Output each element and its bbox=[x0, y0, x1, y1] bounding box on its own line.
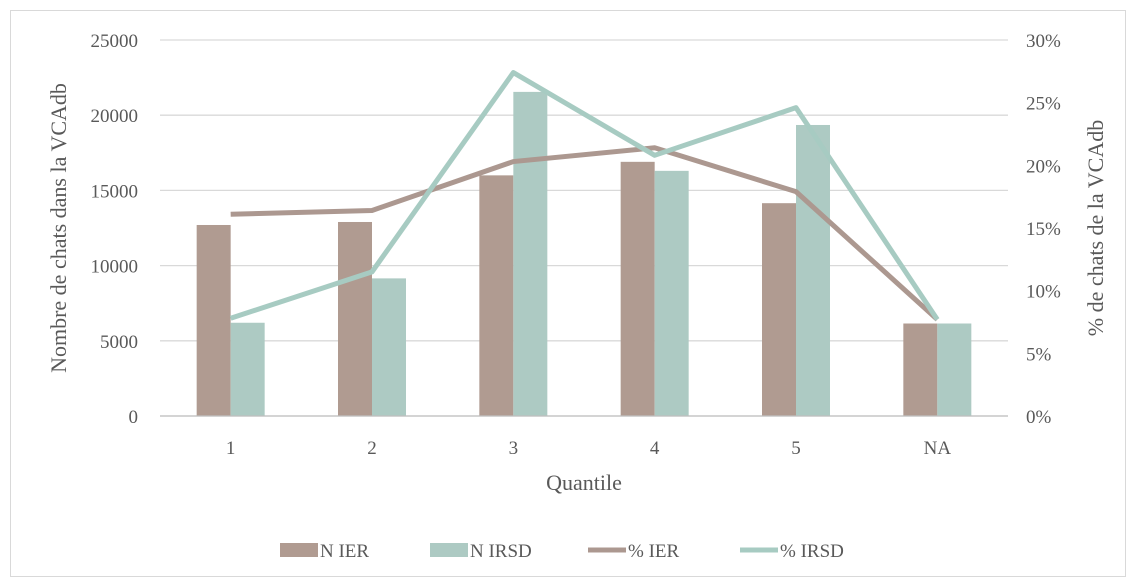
series-line bbox=[229, 70, 940, 321]
x-tick-label: 4 bbox=[650, 438, 660, 459]
legend-label: % IER bbox=[628, 541, 680, 562]
y-tick-label: 25000 bbox=[91, 31, 139, 52]
y2-tick-label: 10% bbox=[1026, 282, 1061, 303]
y-tick-label: 15000 bbox=[91, 181, 139, 202]
legend-label: % IRSD bbox=[780, 541, 844, 562]
y2-tick-label: 20% bbox=[1026, 156, 1061, 177]
gridlines bbox=[160, 39, 1008, 417]
x-tick-label: 5 bbox=[791, 438, 801, 459]
x-tick-label: 2 bbox=[367, 438, 377, 459]
bar bbox=[513, 91, 548, 416]
legend: N IER N IRSD % IER % IRSD bbox=[280, 541, 844, 562]
y2-tick-label: 0% bbox=[1026, 407, 1052, 428]
y2-tick-label: 5% bbox=[1026, 344, 1052, 365]
bar bbox=[654, 170, 689, 416]
legend-label: N IER bbox=[320, 541, 369, 562]
y2-axis-title: % de chats de la VCAdb bbox=[1083, 120, 1108, 337]
bar bbox=[937, 323, 972, 416]
y2-tick-label: 15% bbox=[1026, 219, 1061, 240]
bar-series bbox=[196, 91, 972, 416]
bar bbox=[196, 224, 231, 416]
y2-tick-label: 30% bbox=[1026, 31, 1061, 52]
x-tick-label: NA bbox=[924, 438, 952, 459]
legend-label: N IRSD bbox=[470, 541, 532, 562]
bar bbox=[372, 278, 406, 416]
y-tick-label: 10000 bbox=[91, 257, 139, 278]
y-axis-title: Nombre de chats dans la VCAdb bbox=[46, 83, 71, 373]
bar bbox=[796, 124, 830, 416]
legend-swatch bbox=[280, 543, 318, 557]
x-tick-label: 3 bbox=[509, 438, 519, 459]
y-tick-label: 5000 bbox=[100, 332, 138, 353]
axes: 05000100001500020000250000%5%10%15%20%25… bbox=[91, 31, 1062, 459]
bar bbox=[338, 221, 372, 416]
legend-swatch bbox=[430, 543, 468, 557]
y-tick-label: 0 bbox=[129, 407, 139, 428]
x-axis-title: Quantile bbox=[546, 470, 622, 495]
bar bbox=[620, 161, 655, 416]
series-line bbox=[230, 145, 940, 322]
bar bbox=[230, 322, 265, 416]
line-series bbox=[229, 70, 940, 322]
bar bbox=[479, 175, 514, 416]
x-tick-label: 1 bbox=[226, 438, 236, 459]
y2-tick-label: 25% bbox=[1026, 94, 1061, 115]
bar bbox=[762, 203, 796, 416]
bar bbox=[903, 323, 938, 416]
y-tick-label: 20000 bbox=[91, 106, 139, 127]
